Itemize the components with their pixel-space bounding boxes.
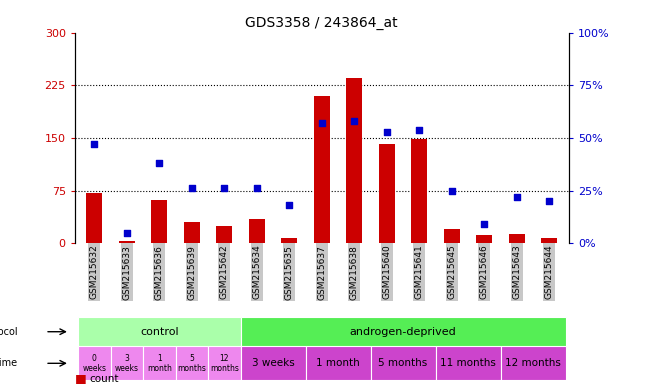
Text: 5
months: 5 months — [177, 354, 206, 373]
Text: 3 weeks: 3 weeks — [252, 358, 294, 368]
Bar — [508, 234, 525, 243]
Text: 11 months: 11 months — [440, 358, 496, 368]
Text: 5 months: 5 months — [378, 358, 428, 368]
Bar — [443, 229, 460, 243]
Bar — [411, 139, 428, 243]
Point — [479, 221, 489, 227]
Bar — [541, 238, 558, 243]
Bar — [436, 346, 500, 380]
Bar — [86, 193, 103, 243]
Bar — [306, 346, 370, 380]
Text: GSM215639: GSM215639 — [187, 245, 196, 300]
Text: 12 months: 12 months — [505, 358, 561, 368]
Text: GSM215633: GSM215633 — [122, 245, 131, 300]
Point — [317, 120, 327, 126]
Bar — [183, 222, 200, 243]
Text: GSM215644: GSM215644 — [545, 245, 554, 300]
Text: GSM215632: GSM215632 — [90, 245, 99, 300]
Text: GSM215640: GSM215640 — [382, 245, 391, 300]
Text: GSM215643: GSM215643 — [512, 245, 521, 300]
Text: control: control — [140, 327, 179, 337]
Text: ■: ■ — [75, 372, 90, 384]
Bar — [151, 200, 168, 243]
Bar — [313, 96, 330, 243]
Bar — [281, 238, 298, 243]
Text: 1
month: 1 month — [147, 354, 172, 373]
Bar — [476, 235, 493, 243]
Point — [284, 202, 294, 209]
Bar — [111, 346, 143, 380]
Point — [512, 194, 522, 200]
Bar — [346, 78, 363, 243]
Bar — [208, 346, 240, 380]
Text: growth protocol: growth protocol — [0, 327, 18, 337]
Bar — [240, 346, 306, 380]
Bar — [176, 346, 208, 380]
Point — [252, 185, 262, 192]
Point — [89, 141, 99, 147]
Bar — [500, 346, 566, 380]
Point — [219, 185, 229, 192]
Point — [122, 230, 132, 236]
Text: GSM215645: GSM215645 — [447, 245, 456, 300]
Bar — [78, 346, 111, 380]
Point — [187, 185, 197, 192]
Bar — [118, 241, 135, 243]
Point — [154, 160, 164, 166]
Text: GSM215646: GSM215646 — [480, 245, 489, 300]
Point — [447, 187, 457, 194]
Text: GSM215642: GSM215642 — [220, 245, 229, 300]
Bar — [248, 218, 265, 243]
Bar — [216, 226, 233, 243]
Bar — [78, 317, 240, 346]
Text: 3
weeks: 3 weeks — [115, 354, 138, 373]
Bar — [370, 346, 436, 380]
Point — [544, 198, 554, 204]
Bar — [143, 346, 176, 380]
Text: GSM215641: GSM215641 — [415, 245, 424, 300]
Text: GSM215638: GSM215638 — [350, 245, 359, 300]
Bar — [378, 144, 395, 243]
Text: GSM215637: GSM215637 — [317, 245, 326, 300]
Text: time: time — [0, 358, 18, 368]
Text: androgen-deprived: androgen-deprived — [350, 327, 456, 337]
Title: GDS3358 / 243864_at: GDS3358 / 243864_at — [246, 16, 398, 30]
Text: GSM215636: GSM215636 — [155, 245, 164, 300]
Point — [349, 118, 359, 124]
Text: count: count — [90, 374, 119, 384]
Text: 1 month: 1 month — [316, 358, 360, 368]
Bar — [240, 317, 566, 346]
Point — [382, 129, 392, 135]
Text: GSM215634: GSM215634 — [252, 245, 261, 300]
Text: 0
weeks: 0 weeks — [83, 354, 106, 373]
Text: 12
months: 12 months — [210, 354, 239, 373]
Text: GSM215635: GSM215635 — [285, 245, 294, 300]
Point — [414, 126, 424, 132]
